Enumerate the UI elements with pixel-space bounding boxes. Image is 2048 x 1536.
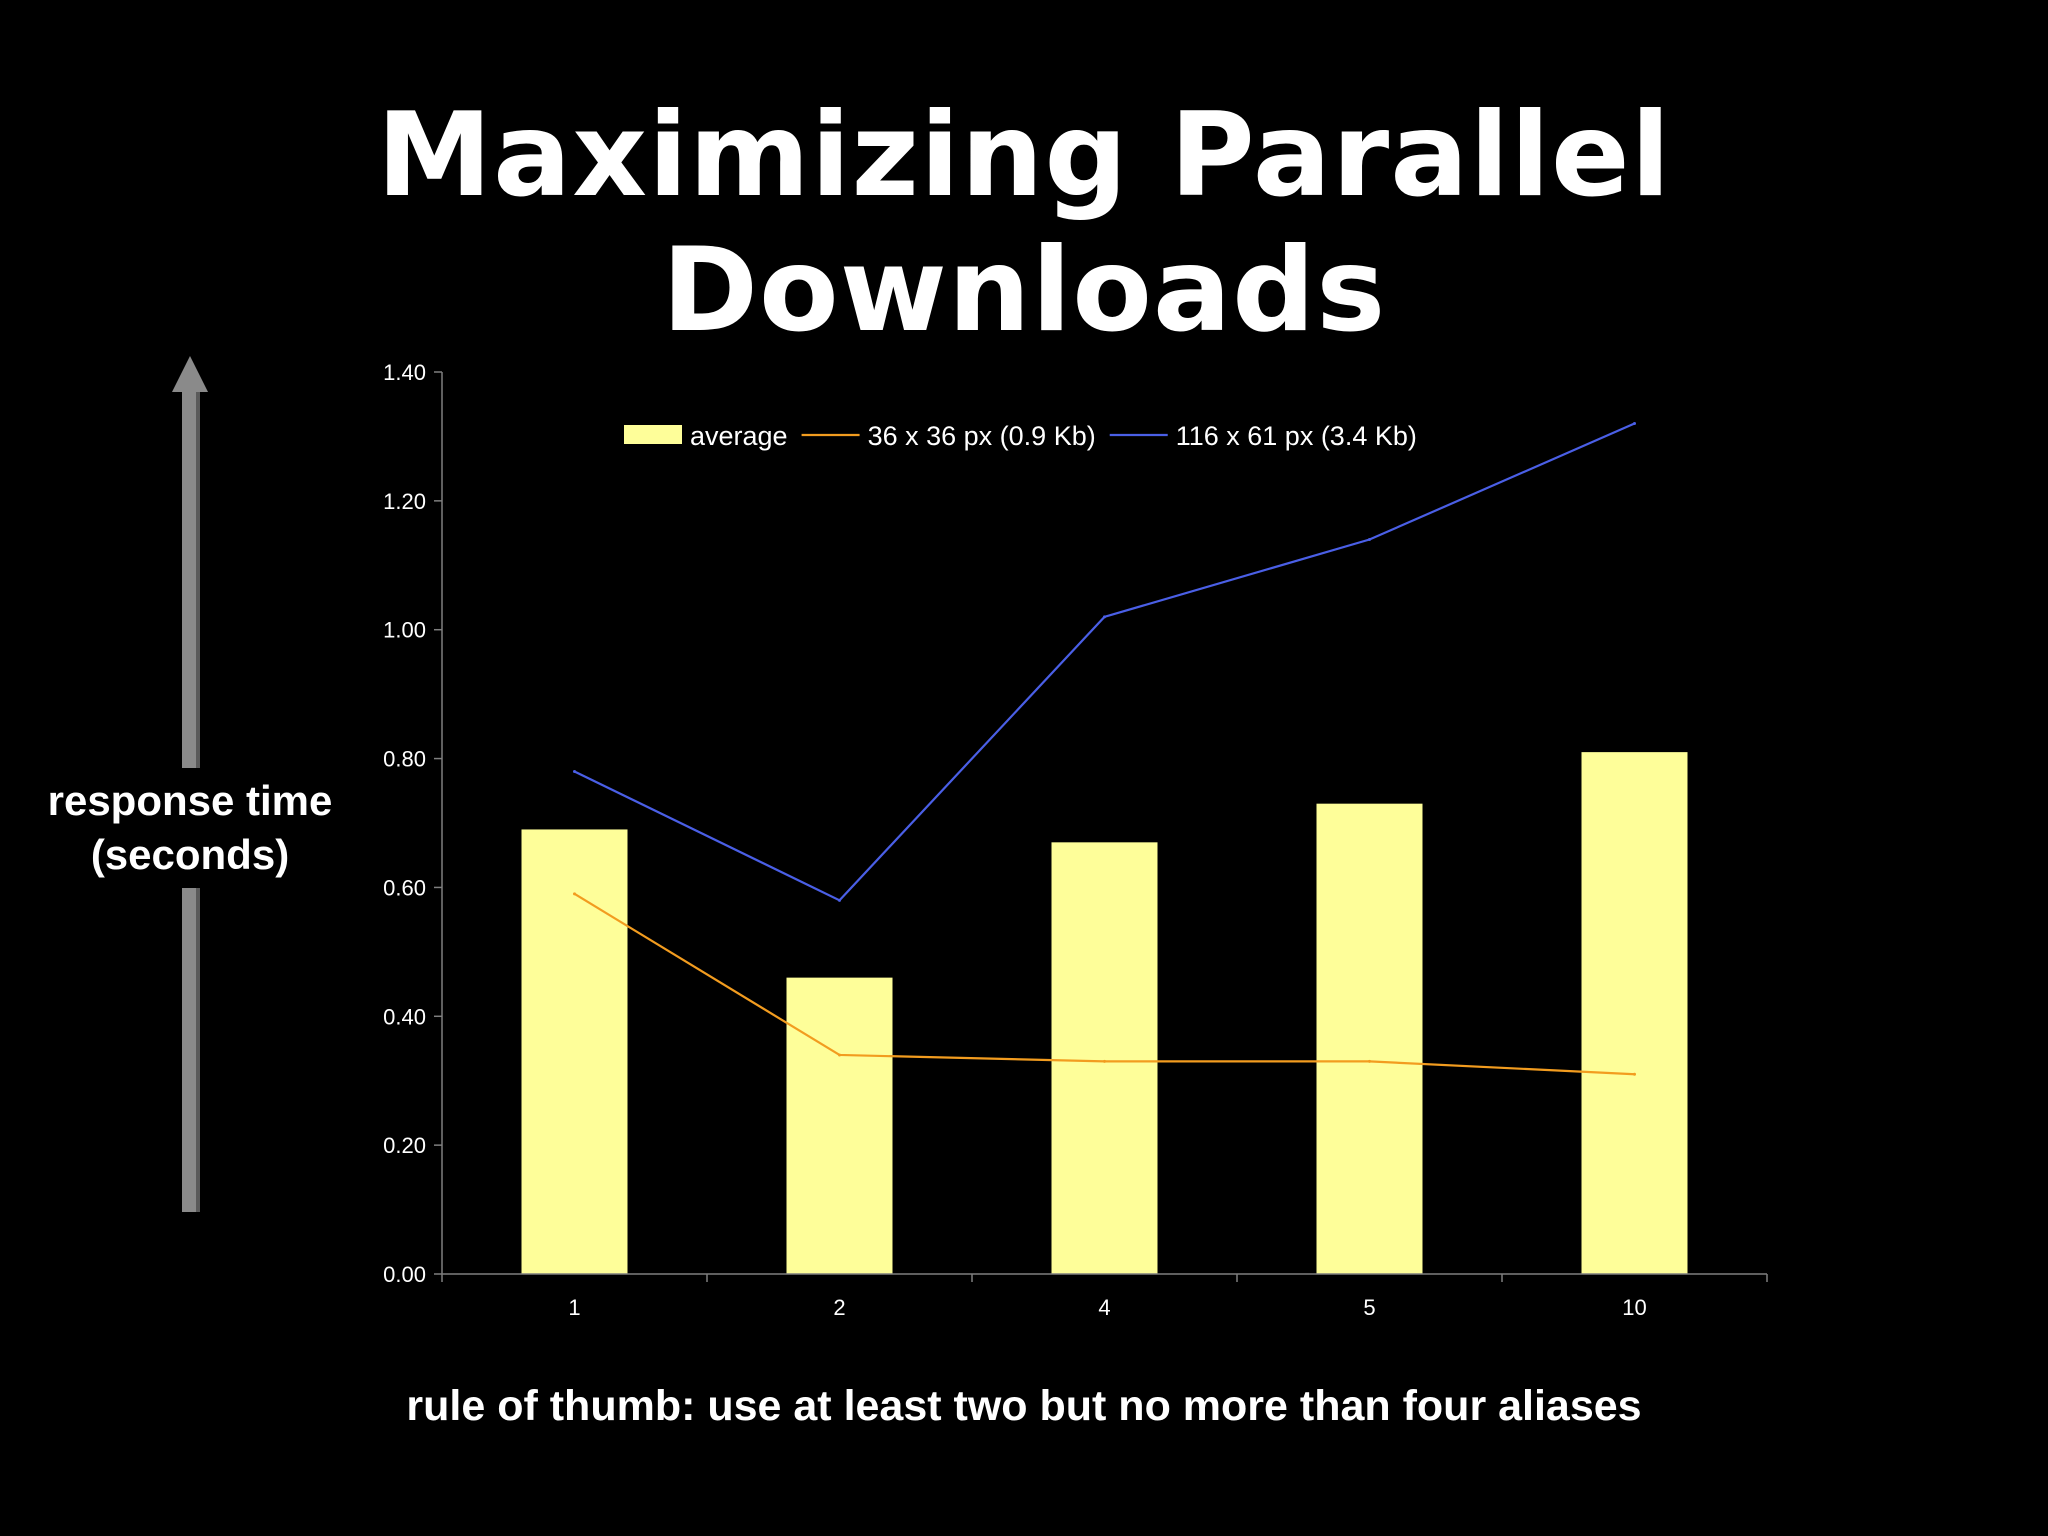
line-point — [838, 898, 841, 902]
y-axis-note: response time (seconds) — [0, 768, 380, 888]
x-tick-label: 10 — [1622, 1295, 1646, 1320]
bar-4 — [1051, 842, 1158, 1274]
bar-5 — [1316, 803, 1423, 1274]
y-tick-label: 0.00 — [383, 1262, 426, 1287]
line-series-2 — [574, 422, 1635, 902]
line-point — [1633, 1072, 1636, 1076]
y-tick-label: 1.20 — [383, 489, 426, 514]
legend-label: 36 x 36 px (0.9 Kb) — [868, 421, 1096, 451]
legend-label: average — [690, 421, 788, 451]
y-tick-label: 0.40 — [383, 1004, 426, 1029]
line-point — [1103, 615, 1106, 619]
y-axis-note-line2: (seconds) — [90, 831, 290, 878]
x-tick-label: 4 — [1098, 1295, 1110, 1320]
legend-swatch-bar — [624, 425, 682, 444]
line-point — [1633, 422, 1636, 426]
slide-title: Maximizing Parallel Downloads — [376, 88, 1672, 358]
x-tick-label: 5 — [1363, 1295, 1375, 1320]
line-point — [1103, 1059, 1106, 1063]
chart-legend: average 36 x 36 px (0.9 Kb) 116 x 61 px (3… — [624, 421, 1417, 451]
bar-1 — [521, 829, 628, 1274]
y-tick-label: 1.00 — [383, 618, 426, 643]
line-point — [573, 769, 576, 773]
x-tick-label: 1 — [568, 1295, 580, 1320]
line-point — [573, 892, 576, 896]
legend-label: 116 x 61 px (3.4 Kb) — [1176, 421, 1417, 451]
line-point — [1368, 1059, 1371, 1063]
bar-2 — [786, 977, 893, 1274]
y-tick-label: 0.80 — [383, 747, 426, 772]
line-point — [838, 1053, 841, 1057]
y-tick-label: 0.20 — [383, 1133, 426, 1158]
bar-10 — [1581, 752, 1688, 1274]
line-point — [1368, 538, 1371, 542]
y-tick-label: 1.40 — [383, 360, 426, 385]
y-axis-note-line1: response time — [47, 777, 333, 824]
x-tick-label: 2 — [833, 1295, 845, 1320]
y-tick-label: 0.60 — [383, 875, 426, 900]
footer-note: rule of thumb: use at least two but no m… — [406, 1382, 1642, 1430]
